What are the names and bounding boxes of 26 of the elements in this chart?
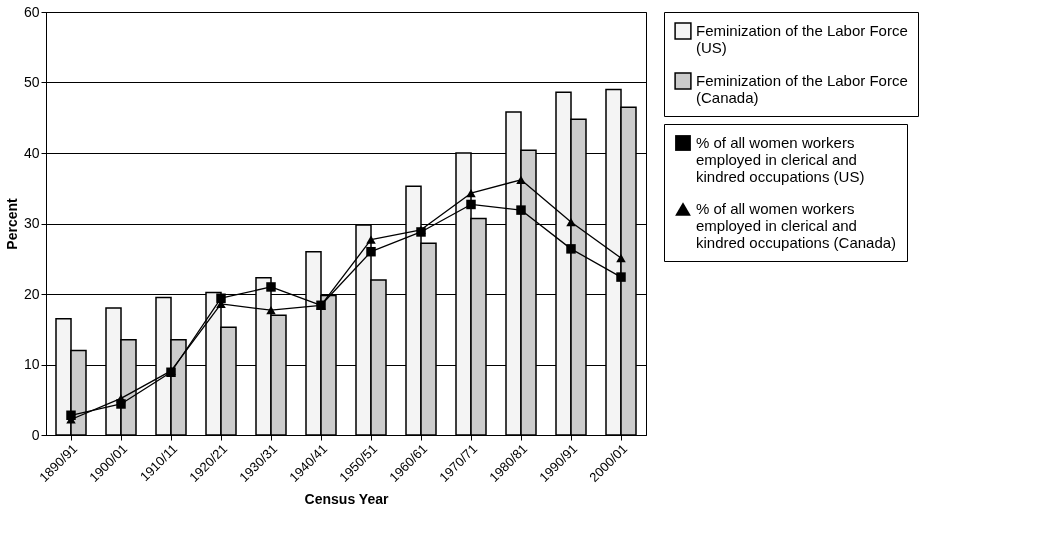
point bbox=[566, 244, 576, 254]
y-tick-label: 20 bbox=[23, 285, 40, 302]
y-tick-label: 10 bbox=[23, 356, 40, 372]
point bbox=[616, 272, 626, 282]
point bbox=[216, 293, 226, 303]
point bbox=[616, 253, 626, 263]
point bbox=[466, 199, 476, 210]
point bbox=[366, 246, 376, 257]
x-axis-title: Census Year bbox=[304, 490, 389, 507]
point bbox=[516, 205, 526, 215]
legend-label: % of all women workers employed in clerical and kindred occupations (Canada) bbox=[696, 200, 897, 251]
y-axis-title: Percent bbox=[3, 197, 20, 250]
y-tick-label: 50 bbox=[23, 74, 40, 90]
y-tick-label: 60 bbox=[23, 3, 40, 20]
point bbox=[566, 217, 576, 227]
y-tick-label: 40 bbox=[23, 144, 40, 161]
point bbox=[466, 189, 476, 198]
y-tick-label: 30 bbox=[23, 215, 40, 231]
legend-label: Feminization of the Labor Force (Canada) bbox=[696, 72, 908, 106]
point bbox=[366, 235, 376, 244]
point bbox=[266, 282, 276, 292]
point bbox=[266, 306, 276, 315]
legend-label: % of all women workers employed in clerical and kindred occupations (US) bbox=[696, 134, 865, 185]
legend-label: Feminization of the Labor Force (US) bbox=[696, 22, 908, 56]
y-tick-label: 0 bbox=[31, 426, 40, 443]
point bbox=[516, 175, 526, 184]
